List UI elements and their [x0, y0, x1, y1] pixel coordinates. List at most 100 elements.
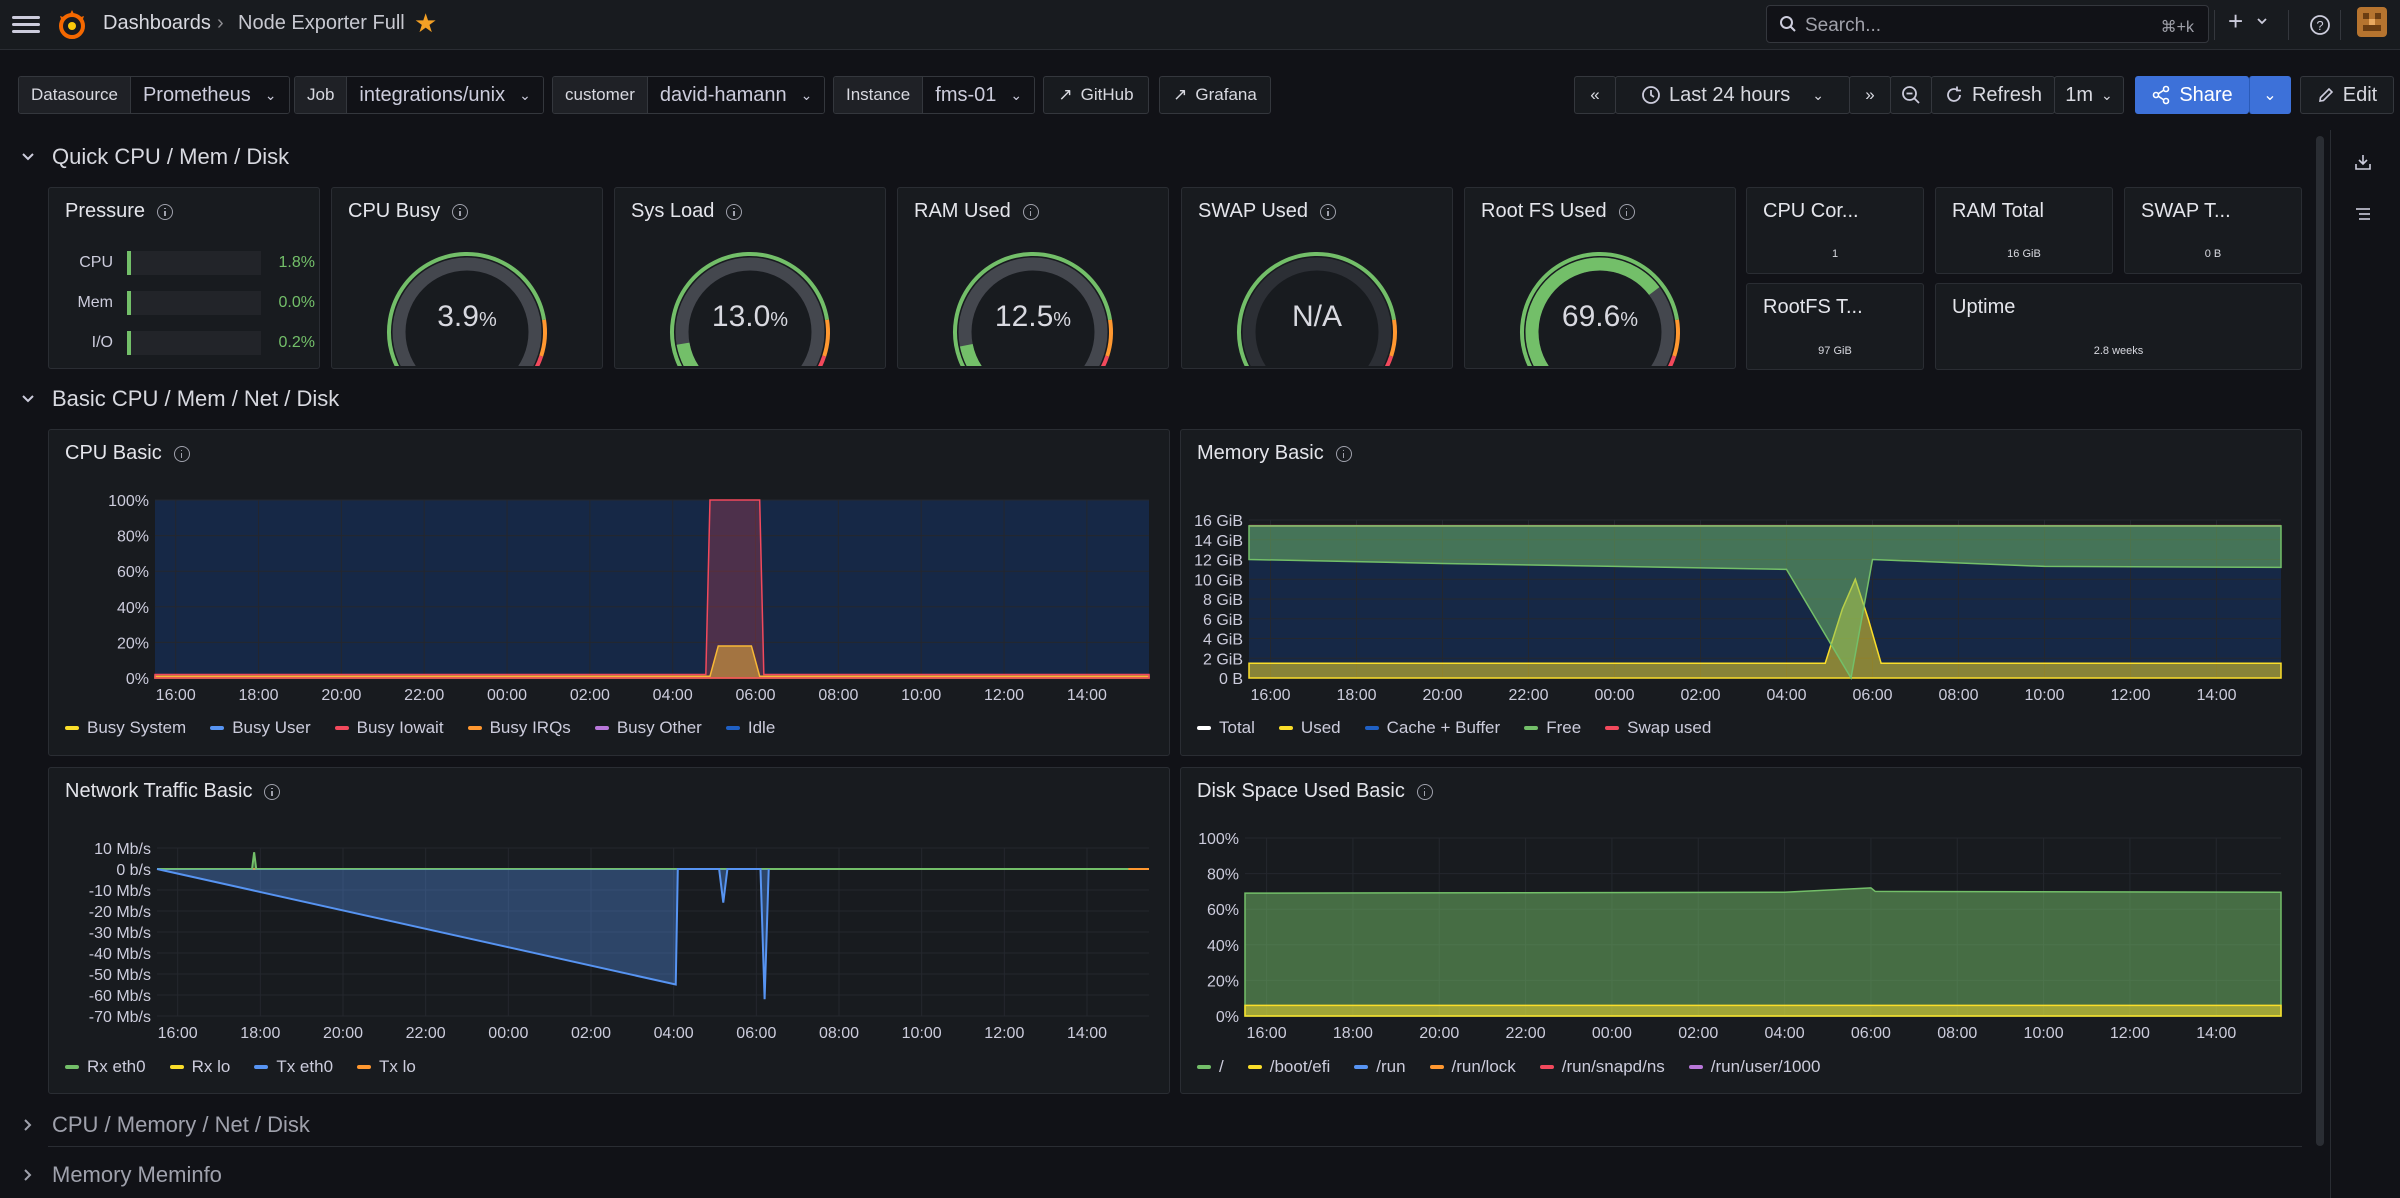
- edit-button[interactable]: Edit: [2300, 76, 2394, 114]
- panel-swap-used: SWAP Used N/A: [1181, 187, 1453, 369]
- y-tick-label: 8 GiB: [1203, 592, 1243, 609]
- legend-item[interactable]: /run/snapd/ns: [1539, 1057, 1665, 1077]
- panel-cpu-basic: CPU Basic 100% 80% 60% 40% 20% 0% 16:00 18:00 20…: [48, 429, 1170, 756]
- gauge-track: [1242, 257, 1392, 366]
- outline-icon[interactable]: [2353, 204, 2373, 224]
- legend-item[interactable]: Busy User: [210, 718, 311, 738]
- share-icon: [2153, 85, 2170, 105]
- chart-disk-space-used-basic[interactable]: 100% 80% 60% 40% 20% 0% 16:00 18:00 20:00 22:00 00…: [1181, 768, 2303, 1095]
- zoom-out-button[interactable]: [1890, 76, 1932, 114]
- x-tick-label: 22:00: [1506, 1025, 1546, 1042]
- row-cpu-memory-net-disk[interactable]: CPU / Memory / Net / Disk: [14, 1107, 310, 1143]
- breadcrumb-dashboards[interactable]: Dashboards: [103, 12, 211, 34]
- variable-job[interactable]: Job integrations/unix ⌄: [294, 76, 544, 114]
- share-options-button[interactable]: ⌄: [2249, 76, 2291, 114]
- legend-item[interactable]: Total: [1197, 718, 1255, 738]
- help-icon[interactable]: ?: [2309, 14, 2331, 36]
- variable-customer[interactable]: customer david-hamann ⌄: [552, 76, 826, 114]
- gauge-threshold-red: [534, 355, 544, 366]
- info-icon[interactable]: [264, 783, 281, 800]
- variable-instance[interactable]: Instance fms-01 ⌄: [833, 76, 1036, 114]
- variable-datasource[interactable]: Datasource Prometheus ⌄: [18, 76, 290, 114]
- legend-item[interactable]: Busy IRQs: [467, 718, 571, 738]
- x-tick-label: 04:00: [654, 1025, 694, 1042]
- gauge-track: [675, 257, 825, 366]
- pressure-bar-fill: [127, 291, 131, 315]
- legend-item[interactable]: Idle: [725, 718, 775, 738]
- legend-item[interactable]: Cache + Buffer: [1364, 718, 1500, 738]
- chart-memory-basic[interactable]: 16 GiB 14 GiB 12 GiB 10 GiB 8 GiB 6 GiB 4 GiB 2…: [1181, 430, 2303, 757]
- import-icon[interactable]: [2353, 152, 2373, 172]
- info-icon[interactable]: [173, 445, 190, 462]
- grafana-logo-icon[interactable]: [56, 8, 88, 47]
- refresh-interval-picker[interactable]: 1m ⌄: [2054, 76, 2124, 114]
- grafana-link-button[interactable]: ↗ Grafana: [1159, 76, 1271, 114]
- row-quick-cpu-mem-disk[interactable]: Quick CPU / Mem / Disk: [14, 139, 289, 175]
- legend-item[interactable]: Rx lo: [169, 1057, 230, 1077]
- y-tick-label: -10 Mb/s: [89, 883, 151, 900]
- info-icon[interactable]: [1320, 203, 1337, 220]
- share-button[interactable]: Share: [2135, 76, 2249, 114]
- star-icon[interactable]: ★: [414, 8, 438, 38]
- x-tick-label: 16:00: [1247, 1025, 1287, 1042]
- panel-title: Root FS Used: [1481, 200, 1607, 222]
- info-icon[interactable]: [1618, 203, 1635, 220]
- time-shift-back-button[interactable]: «: [1574, 76, 1616, 114]
- legend-item[interactable]: Tx lo: [357, 1057, 416, 1077]
- github-link-button[interactable]: ↗ GitHub: [1043, 76, 1149, 114]
- gauge-ram-used: [953, 252, 1113, 366]
- info-icon[interactable]: [157, 203, 174, 220]
- legend-swatch: [169, 1065, 184, 1069]
- x-tick-label: 14:00: [2196, 1025, 2236, 1042]
- info-icon[interactable]: [452, 203, 469, 220]
- gauge-threshold-red: [1100, 355, 1110, 366]
- panel-title: Sys Load: [631, 200, 715, 222]
- legend-item[interactable]: /: [1197, 1057, 1224, 1077]
- legend-item[interactable]: Rx eth0: [65, 1057, 146, 1077]
- avatar[interactable]: [2357, 7, 2387, 37]
- x-tick-label: 18:00: [1336, 687, 1376, 704]
- row-memory-meminfo[interactable]: Memory Meminfo: [14, 1157, 222, 1193]
- legend-item[interactable]: Used: [1278, 718, 1341, 738]
- panel-title: Uptime: [1952, 296, 2016, 318]
- gauge-threshold-green: [670, 252, 830, 366]
- legend-item[interactable]: /run: [1354, 1057, 1406, 1077]
- search-input[interactable]: Search... ⌘+k: [1766, 5, 2209, 43]
- search-placeholder: Search...: [1805, 15, 1882, 36]
- chart-legend: Busy System Busy User Busy Iowait Busy IRQs…: [65, 718, 775, 738]
- time-shift-forward-button[interactable]: »: [1849, 76, 1891, 114]
- chart-network-traffic-basic[interactable]: 10 Mb/s 0 b/s -10 Mb/s -20 Mb/s -30 Mb/s -40 …: [49, 768, 1171, 1095]
- chevron-down-icon[interactable]: [2256, 16, 2268, 26]
- legend-item[interactable]: Free: [1524, 718, 1581, 738]
- legend-label: /boot/efi: [1269, 1057, 1331, 1076]
- refresh-button[interactable]: Refresh: [1931, 76, 2055, 114]
- panel-title: Disk Space Used Basic: [1197, 780, 1405, 802]
- add-icon[interactable]: +: [2228, 6, 2244, 36]
- info-icon[interactable]: [1335, 445, 1352, 462]
- legend-swatch: [334, 726, 349, 730]
- scrollbar[interactable]: [2316, 136, 2324, 1146]
- stat-value: 1: [1831, 248, 1839, 260]
- info-icon[interactable]: [1416, 783, 1433, 800]
- x-tick-label: 00:00: [487, 687, 527, 704]
- info-icon[interactable]: [1022, 203, 1039, 220]
- legend-item[interactable]: Tx eth0: [254, 1057, 333, 1077]
- time-range-picker[interactable]: Last 24 hours ⌄: [1615, 76, 1850, 114]
- chart-cpu-basic[interactable]: 100% 80% 60% 40% 20% 0% 16:00 18:00 20:00 22:00 00…: [49, 430, 1171, 757]
- row-basic-cpu-mem-net-disk[interactable]: Basic CPU / Mem / Net / Disk: [14, 381, 339, 417]
- legend-item[interactable]: /boot/efi: [1247, 1057, 1331, 1077]
- legend-item[interactable]: Busy Iowait: [334, 718, 444, 738]
- legend-item[interactable]: Busy Other: [594, 718, 702, 738]
- gauge-threshold-red: [817, 355, 827, 366]
- menu-icon[interactable]: [12, 12, 40, 38]
- x-tick-label: 20:00: [1419, 1025, 1459, 1042]
- legend-item[interactable]: /run/user/1000: [1688, 1057, 1820, 1077]
- y-tick-label: -40 Mb/s: [89, 946, 151, 963]
- gauge-threshold-green: [1520, 252, 1680, 366]
- legend-item[interactable]: Swap used: [1605, 718, 1711, 738]
- y-tick-label: 0 b/s: [116, 862, 151, 879]
- legend-item[interactable]: Busy System: [65, 718, 186, 738]
- legend-item[interactable]: /run/lock: [1429, 1057, 1516, 1077]
- info-icon[interactable]: [726, 203, 743, 220]
- x-tick-label: 22:00: [406, 1025, 446, 1042]
